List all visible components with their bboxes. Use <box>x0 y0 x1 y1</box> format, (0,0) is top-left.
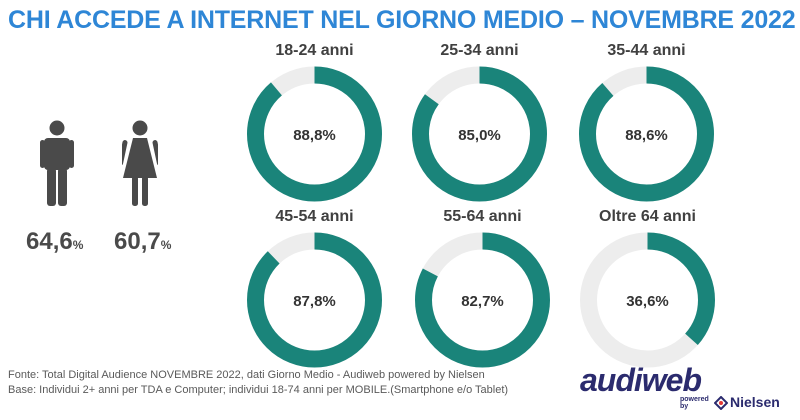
donut-value: 87,8% <box>293 293 336 310</box>
footer-base: Base: Individui 2+ anni per TDA e Comput… <box>8 384 509 396</box>
powered-text: powered <box>680 396 709 403</box>
donut-chart-55-64: 55-64 anni 82,7% <box>410 208 555 368</box>
footer-notes: Fonte: Total Digital Audience NOVEMBRE 2… <box>8 368 508 398</box>
donut-arc-45-54-anni <box>247 232 382 368</box>
donut-ring <box>247 66 382 202</box>
donut-label: 35-44 anni <box>607 42 686 59</box>
donut-chart-oltre-64: Oltre 64 anni 36,6% <box>575 208 720 368</box>
female-percentage-value: 60,7 <box>114 228 161 255</box>
donut-ring <box>580 232 715 368</box>
audiweb-logo: audiweb powered by Nielsen <box>580 360 795 416</box>
nielsen-mark-icon <box>714 396 728 410</box>
female-person-icon <box>122 120 158 206</box>
donut-value: 88,8% <box>293 127 336 144</box>
donut-label: 25-34 anni <box>440 42 519 59</box>
footer-source: Fonte: Total Digital Audience NOVEMBRE 2… <box>8 369 485 381</box>
donut-label: 55-64 anni <box>443 208 522 225</box>
female-percentage-unit: % <box>160 238 172 252</box>
donut-arc-18-24-anni <box>247 66 382 202</box>
donut-arc-25-34-anni <box>412 66 547 202</box>
donut-value: 36,6% <box>626 293 669 310</box>
audiweb-wordmark: audiweb <box>580 362 702 398</box>
donut-arc-oltre-64-anni <box>580 232 715 368</box>
page-title: CHI ACCEDE A INTERNET NEL GIORNO MEDIO –… <box>8 6 796 34</box>
donut-chart-18-24: 18-24 anni 88,8% <box>242 42 387 202</box>
nielsen-wordmark: Nielsen <box>730 394 780 410</box>
donut-value: 85,0% <box>458 127 501 144</box>
donut-value: 88,6% <box>625 127 668 144</box>
by-text: by <box>680 403 689 410</box>
male-percentage-value: 64,6 <box>26 228 73 255</box>
donut-ring <box>412 66 547 202</box>
donut-label: Oltre 64 anni <box>599 208 696 225</box>
donut-ring <box>579 66 714 202</box>
male-percentage: 64,6% <box>26 228 83 256</box>
donut-ring <box>415 232 550 368</box>
powered-by-text: powered by <box>680 396 709 410</box>
donut-value: 82,7% <box>461 293 504 310</box>
male-person-icon <box>40 120 74 206</box>
donut-arc-55-64-anni <box>415 232 550 368</box>
donut-label: 45-54 anni <box>275 208 354 225</box>
donut-chart-25-34: 25-34 anni 85,0% <box>407 42 552 202</box>
female-percentage: 60,7% <box>114 228 171 256</box>
donut-arc-35-44-anni <box>579 66 714 202</box>
donut-chart-35-44: 35-44 anni 88,6% <box>574 42 719 202</box>
donut-ring <box>247 232 382 368</box>
male-percentage-unit: % <box>72 238 84 252</box>
donut-chart-45-54: 45-54 anni 87,8% <box>242 208 387 368</box>
donut-label: 18-24 anni <box>275 42 354 59</box>
